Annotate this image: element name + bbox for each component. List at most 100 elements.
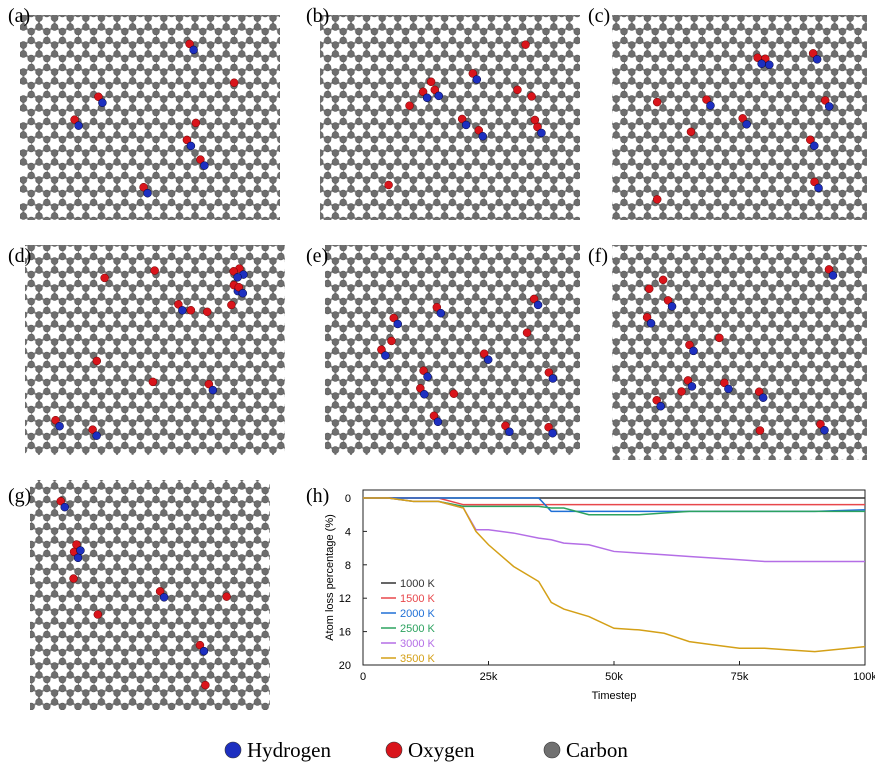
panel-label: (e) xyxy=(306,245,328,267)
oxygen-atom xyxy=(223,593,231,601)
hydrogen-atom xyxy=(724,385,732,393)
panel-label: (f) xyxy=(588,245,608,267)
hydrogen-atom xyxy=(829,271,837,279)
hydrogen-atom xyxy=(479,132,487,140)
legend-label: Oxygen xyxy=(408,738,475,762)
oxygen-atom xyxy=(230,79,238,87)
lattice xyxy=(30,480,270,710)
hydrogen-atom xyxy=(688,382,696,390)
oxygen-atom xyxy=(187,306,195,314)
hydrogen-atom xyxy=(647,319,655,327)
hydrogen-atom xyxy=(209,386,217,394)
hydrogen-atom xyxy=(825,102,833,110)
hydrogen-atom xyxy=(435,92,443,100)
y-tick-label: 8 xyxy=(345,560,351,572)
panel-label: (h) xyxy=(306,485,329,507)
hydrogen-atom xyxy=(61,503,69,511)
oxygen-atom xyxy=(513,86,521,94)
panel-label: (g) xyxy=(8,485,31,507)
oxygen-atom xyxy=(94,610,102,618)
oxygen-atom xyxy=(523,329,531,337)
lattice xyxy=(320,15,580,220)
legend-label: 2000 K xyxy=(400,608,436,620)
hydrogen-atom xyxy=(381,352,389,360)
hydrogen-atom xyxy=(549,429,557,437)
lattice xyxy=(325,245,580,455)
hydrogen-atom xyxy=(437,309,445,317)
x-tick-label: 75k xyxy=(731,671,749,683)
hydrogen-atom xyxy=(813,55,821,63)
oxygen-atom xyxy=(387,337,395,345)
oxygen-atom xyxy=(687,128,695,136)
oxygen-atom xyxy=(70,575,78,583)
figure: (a)(b)(c)(d)(e)(f)(g)(h) 048121620025k50… xyxy=(0,0,875,767)
oxygen-atom xyxy=(406,102,414,110)
oxygen-atom xyxy=(653,98,661,106)
hydrogen-atom xyxy=(505,428,513,436)
hydrogen-atom xyxy=(74,554,82,562)
hydrogen-atom xyxy=(200,647,208,655)
hydrogen-atom xyxy=(743,120,751,128)
hydrogen-atom xyxy=(758,60,766,68)
oxygen-atom xyxy=(678,388,686,396)
panel-label: (c) xyxy=(588,5,610,27)
legend-label: 3500 K xyxy=(400,653,436,665)
hydrogen-atom xyxy=(434,418,442,426)
hydrogen-atom xyxy=(484,356,492,364)
lattice xyxy=(20,15,280,220)
hydrogen-atom xyxy=(394,320,402,328)
hydrogen-atom xyxy=(56,422,64,430)
oxygen-atom xyxy=(151,267,159,275)
oxygen-atom xyxy=(101,274,109,282)
hydrogen-atom xyxy=(187,142,195,150)
hydrogen-atom xyxy=(537,129,545,137)
oxygen-atom xyxy=(203,308,211,316)
plot-frame xyxy=(363,490,865,665)
hydrogen-atom xyxy=(473,75,481,83)
hydrogen-atom xyxy=(420,390,428,398)
oxygen-atom xyxy=(659,276,667,284)
hydrogen-atom xyxy=(765,61,773,69)
oxygen-atom xyxy=(645,285,653,293)
legend-label: 1000 K xyxy=(400,578,436,590)
oxygen-atom xyxy=(385,181,393,189)
hydrogen-atom xyxy=(200,162,208,170)
hydrogen-atom xyxy=(759,394,767,402)
hydrogen-atom xyxy=(549,375,557,383)
legend-marker xyxy=(544,742,560,758)
legend-marker xyxy=(386,742,402,758)
chart: 048121620025k50k75k100kTimestepAtom loss… xyxy=(324,490,875,702)
hydrogen-atom xyxy=(76,547,84,555)
oxygen-atom xyxy=(450,390,458,398)
hydrogen-atom xyxy=(534,301,542,309)
lattice xyxy=(612,245,867,460)
panel-label: (b) xyxy=(306,5,329,27)
legend-label: Carbon xyxy=(566,738,628,762)
oxygen-atom xyxy=(192,119,200,127)
y-tick-label: 20 xyxy=(339,660,351,672)
hydrogen-atom xyxy=(234,273,242,281)
hydrogen-atom xyxy=(98,99,106,107)
hydrogen-atom xyxy=(178,306,186,314)
y-tick-label: 16 xyxy=(339,627,351,639)
oxygen-atom xyxy=(653,195,661,203)
y-tick-label: 0 xyxy=(345,493,351,505)
x-tick-label: 50k xyxy=(605,671,623,683)
y-tick-label: 12 xyxy=(339,593,351,605)
hydrogen-atom xyxy=(810,142,818,150)
legend-marker xyxy=(225,742,241,758)
legend-label: 3000 K xyxy=(400,638,436,650)
hydrogen-atom xyxy=(75,122,83,130)
hydrogen-atom xyxy=(93,432,101,440)
x-tick-label: 25k xyxy=(480,671,498,683)
oxygen-atom xyxy=(522,41,530,49)
hydrogen-atom xyxy=(160,593,168,601)
hydrogen-atom xyxy=(821,426,829,434)
hydrogen-atom xyxy=(144,189,152,197)
x-axis-title: Timestep xyxy=(592,690,637,702)
hydrogen-atom xyxy=(668,302,676,310)
hydrogen-atom xyxy=(689,347,697,355)
oxygen-atom xyxy=(149,378,157,386)
hydrogen-atom xyxy=(190,46,198,54)
